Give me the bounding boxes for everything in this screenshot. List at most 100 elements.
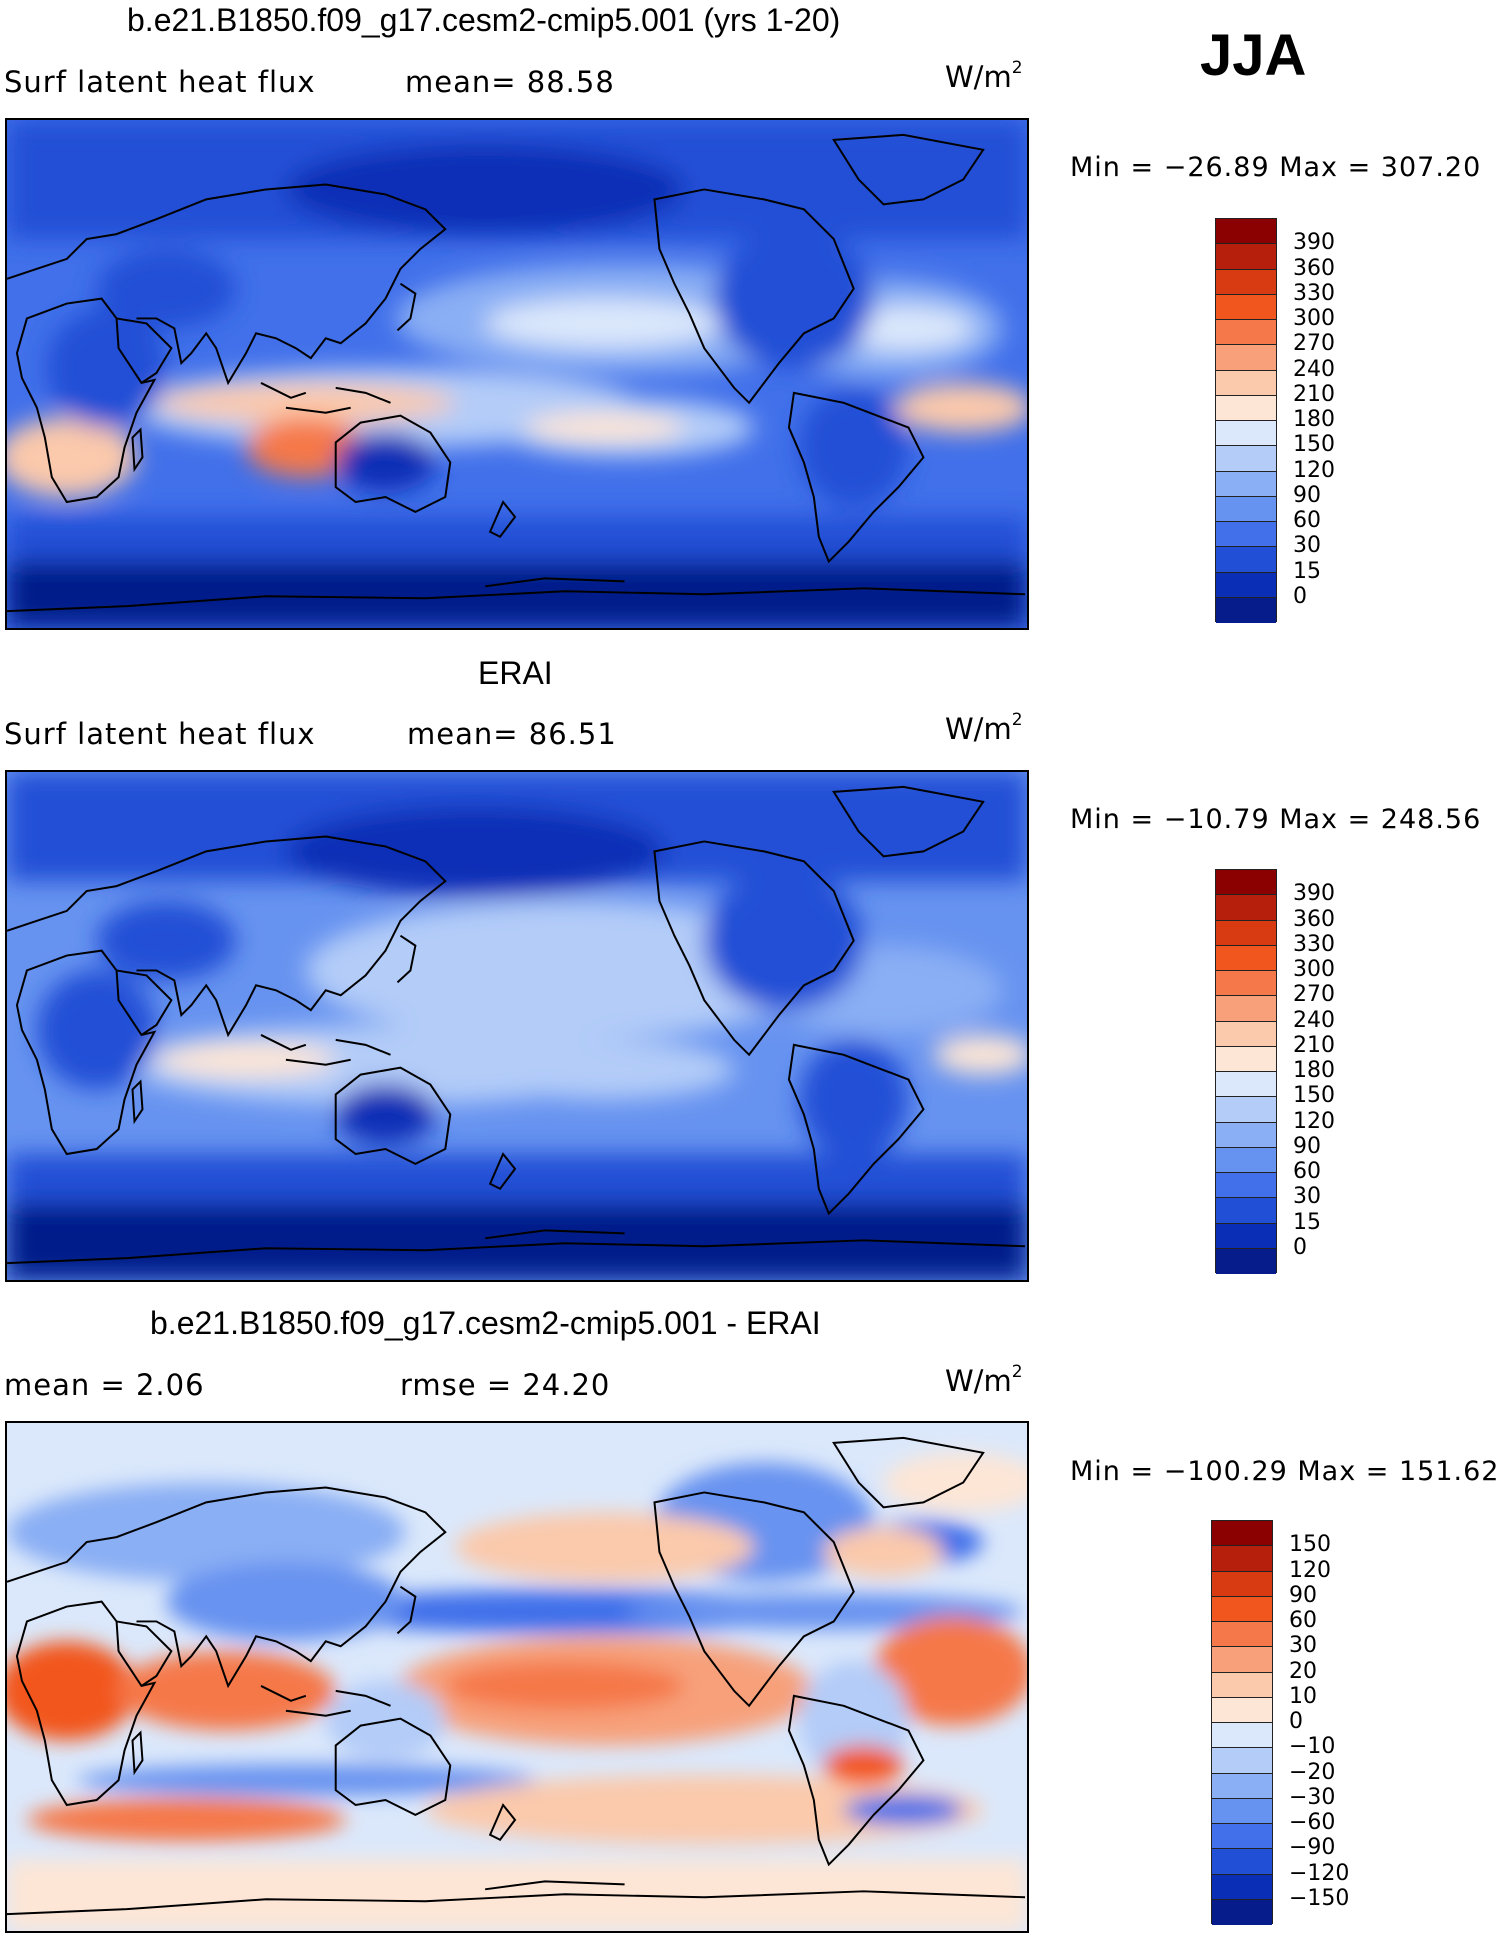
colorbar-label: 10: [1289, 1683, 1317, 1709]
colorbar-swatch: [1216, 1097, 1276, 1123]
colorbar-swatch: [1216, 920, 1276, 946]
colorbar-swatch: [1216, 1021, 1276, 1047]
colorbar-label: 90: [1289, 1582, 1317, 1608]
panel-2-title: ERAI: [478, 655, 553, 691]
colorbar-swatch: [1216, 597, 1276, 623]
panel-1-mean: mean= 88.58: [405, 65, 615, 99]
colorbar-swatch: [1216, 421, 1276, 447]
colorbar-label: 210: [1293, 381, 1335, 407]
colorbar-swatch: [1216, 572, 1276, 598]
colorbar-swatch: [1216, 1223, 1276, 1249]
colorbar-label: −20: [1289, 1759, 1336, 1785]
colorbar-label: −150: [1289, 1885, 1350, 1911]
colorbar-label: 30: [1293, 1184, 1321, 1210]
colorbar-swatch: [1212, 1697, 1272, 1723]
colorbar-swatch: [1216, 1046, 1276, 1072]
colorbar-swatch: [1216, 971, 1276, 997]
panel-3-minmax: Min = −100.29 Max = 151.62: [1070, 1456, 1500, 1487]
colorbar-swatch: [1212, 1773, 1272, 1799]
colorbar-label: 60: [1293, 508, 1321, 533]
colorbar-label: 270: [1293, 331, 1335, 357]
colorbar-swatch: [1212, 1723, 1272, 1749]
colorbar-label: 0: [1293, 1234, 1307, 1260]
panel-3-mean: mean = 2.06: [4, 1368, 205, 1402]
panel-2-field-label: Surf latent heat flux: [4, 717, 316, 751]
colorbar-label: 90: [1293, 482, 1321, 508]
panel-1-title: b.e21.B1850.f09_g17.cesm2-cmip5.001 (yrs…: [127, 2, 841, 38]
colorbar-label: −10: [1289, 1734, 1336, 1760]
colorbar-label: −90: [1289, 1835, 1336, 1861]
colorbar-label: 390: [1293, 230, 1335, 256]
colorbar-label: 330: [1293, 280, 1335, 306]
panel-1-map: [5, 118, 1029, 630]
colorbar-swatch: [1216, 895, 1276, 921]
colorbar-swatch: [1216, 522, 1276, 548]
colorbar-swatch: [1216, 870, 1276, 896]
colorbar-swatch: [1216, 996, 1276, 1022]
panel-1-minmax: Min = −26.89 Max = 307.20: [1070, 152, 1482, 183]
colorbar-swatch: [1212, 1521, 1272, 1547]
colorbar-label: −60: [1289, 1810, 1336, 1835]
colorbar-label: 0: [1293, 583, 1307, 609]
panel-3-rmse: rmse = 24.20: [400, 1368, 611, 1402]
colorbar-swatch: [1216, 320, 1276, 346]
panel-2-map: [5, 770, 1029, 1282]
season-label: JJA: [1200, 23, 1307, 88]
colorbar-label: 30: [1293, 533, 1321, 559]
colorbar-label: 20: [1289, 1658, 1317, 1684]
colorbar-label: 15: [1293, 1209, 1321, 1235]
colorbar-swatch: [1216, 370, 1276, 396]
colorbar-swatch: [1216, 219, 1276, 245]
colorbar-label: 180: [1293, 407, 1335, 432]
colorbar-swatch: [1216, 244, 1276, 270]
colorbar-label: 390: [1293, 881, 1335, 907]
panel-2-units: W/m2: [945, 710, 1023, 746]
colorbar-swatch: [1212, 1596, 1272, 1622]
panel-1-field-label: Surf latent heat flux: [4, 65, 316, 99]
colorbar-label: 360: [1293, 906, 1335, 932]
colorbar-swatch: [1212, 1798, 1272, 1824]
colorbar-label: 300: [1293, 957, 1335, 982]
colorbar-swatch: [1216, 1198, 1276, 1224]
colorbar-label: 60: [1293, 1159, 1321, 1184]
colorbar-swatch: [1216, 945, 1276, 971]
colorbar-swatch: [1212, 1748, 1272, 1774]
colorbar-swatch: [1212, 1874, 1272, 1900]
colorbar-swatch: [1212, 1622, 1272, 1648]
panel-2-colorbar-swatches: [1215, 869, 1277, 1274]
colorbar-label: 210: [1293, 1032, 1335, 1058]
colorbar-swatch: [1212, 1647, 1272, 1673]
colorbar-swatch: [1216, 294, 1276, 320]
colorbar-swatch: [1216, 1147, 1276, 1173]
colorbar-label: 300: [1293, 306, 1335, 331]
panel-1-units: W/m2: [945, 58, 1023, 94]
colorbar-swatch: [1212, 1571, 1272, 1597]
colorbar-label: 30: [1289, 1633, 1317, 1659]
colorbar-label: 270: [1293, 982, 1335, 1008]
colorbar-label: 90: [1293, 1133, 1321, 1159]
colorbar-swatch: [1216, 1072, 1276, 1098]
colorbar-swatch: [1212, 1824, 1272, 1850]
colorbar-swatch: [1216, 1173, 1276, 1199]
panel-3-colorbar-swatches: [1211, 1520, 1273, 1925]
colorbar-label: 240: [1293, 356, 1335, 382]
panel-3-title: b.e21.B1850.f09_g17.cesm2-cmip5.001 - ER…: [150, 1305, 821, 1341]
colorbar-label: −30: [1289, 1784, 1336, 1810]
colorbar-label: 60: [1289, 1608, 1317, 1633]
colorbar-swatch: [1216, 547, 1276, 573]
colorbar-label: 0: [1289, 1709, 1303, 1734]
colorbar-swatch: [1216, 1248, 1276, 1274]
panel-1-colorbar-swatches: [1215, 218, 1277, 623]
colorbar-swatch: [1212, 1672, 1272, 1698]
colorbar-swatch: [1216, 446, 1276, 472]
colorbar-swatch: [1216, 496, 1276, 522]
colorbar-swatch: [1216, 345, 1276, 371]
colorbar-label: 150: [1293, 432, 1335, 458]
colorbar-label: 180: [1293, 1058, 1335, 1083]
colorbar-swatch: [1216, 269, 1276, 295]
colorbar-label: 240: [1293, 1007, 1335, 1033]
colorbar-swatch: [1216, 395, 1276, 421]
colorbar-label: 150: [1293, 1083, 1335, 1109]
colorbar-swatch: [1216, 471, 1276, 497]
colorbar-label: 15: [1293, 558, 1321, 584]
